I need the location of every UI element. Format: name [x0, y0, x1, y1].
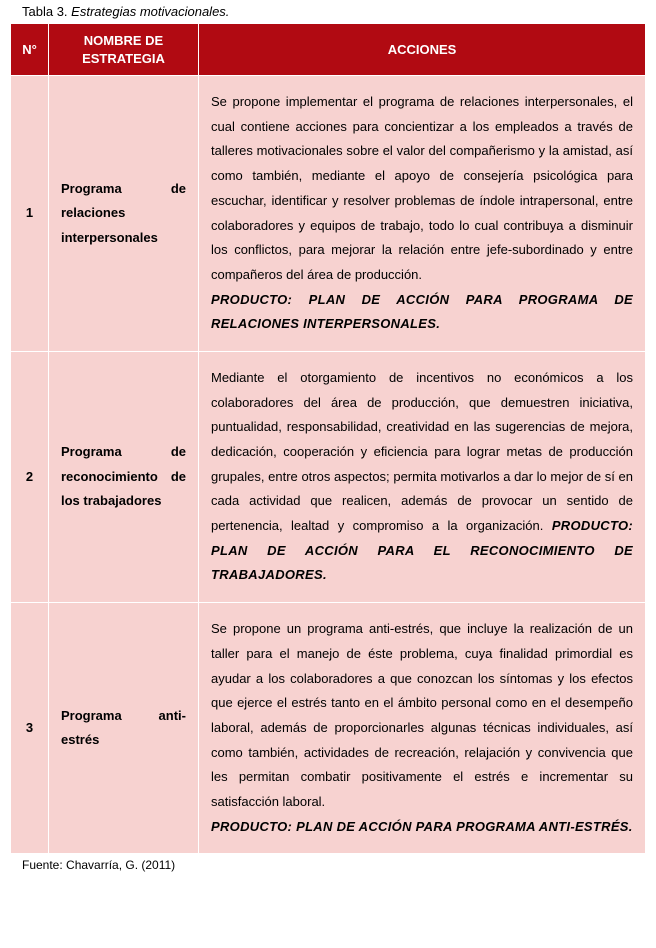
header-acciones: ACCIONES	[199, 24, 646, 76]
accion-text: Se propone un programa anti-estrés, que …	[211, 621, 633, 809]
cell-acciones: Se propone implementar el programa de re…	[199, 76, 646, 352]
accion-text: Mediante el otorgamiento de incentivos n…	[211, 370, 633, 533]
table-caption: Tabla 3. Estrategias motivacionales.	[22, 4, 646, 19]
caption-prefix: Tabla 3.	[22, 4, 68, 19]
cell-n: 2	[11, 351, 49, 602]
cell-nombre: Programa anti-estrés	[49, 603, 199, 854]
header-n: N°	[11, 24, 49, 76]
cell-acciones: Se propone un programa anti-estrés, que …	[199, 603, 646, 854]
strategies-table: N° NOMBRE DE ESTRATEGIA ACCIONES 1 Progr…	[10, 23, 646, 854]
table-row: 1 Programa de relaciones interpersonales…	[11, 76, 646, 352]
accion-text: Se propone implementar el programa de re…	[211, 94, 633, 282]
producto-text: PRODUCTO: PLAN DE ACCIÓN PARA PROGRAMA D…	[211, 292, 633, 332]
table-row: 2 Programa de reconocimiento de los trab…	[11, 351, 646, 602]
header-nombre: NOMBRE DE ESTRATEGIA	[49, 24, 199, 76]
cell-n: 1	[11, 76, 49, 352]
table-row: 3 Programa anti-estrés Se propone un pro…	[11, 603, 646, 854]
cell-n: 3	[11, 603, 49, 854]
source-note: Fuente: Chavarría, G. (2011)	[22, 858, 646, 872]
cell-nombre: Programa de relaciones interpersonales	[49, 76, 199, 352]
cell-acciones: Mediante el otorgamiento de incentivos n…	[199, 351, 646, 602]
page-container: Tabla 3. Estrategias motivacionales. N° …	[0, 4, 656, 872]
table-header-row: N° NOMBRE DE ESTRATEGIA ACCIONES	[11, 24, 646, 76]
producto-text: PRODUCTO: PLAN DE ACCIÓN PARA PROGRAMA A…	[211, 819, 633, 834]
cell-nombre: Programa de reconocimiento de los trabaj…	[49, 351, 199, 602]
caption-title: Estrategias motivacionales.	[71, 4, 229, 19]
